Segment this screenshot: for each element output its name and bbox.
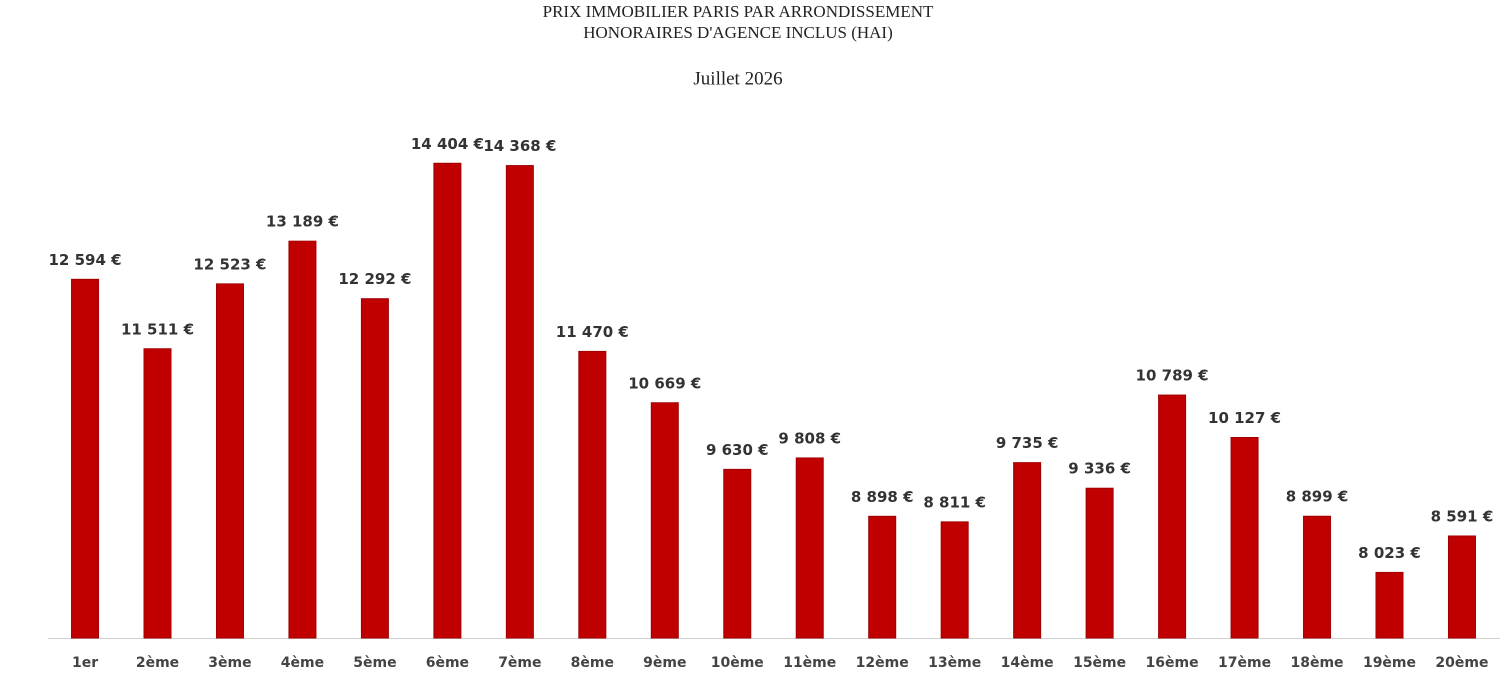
x-tick-label: 17ème (1218, 655, 1271, 671)
x-tick-label: 9ème (643, 655, 686, 671)
bar (1013, 462, 1042, 639)
x-tick-label: 20ème (1435, 655, 1488, 671)
x-tick-label: 13ème (928, 655, 981, 671)
bar (650, 402, 679, 639)
bar (795, 457, 824, 639)
x-tick-label: 4ème (281, 655, 324, 671)
x-tick-label: 16ème (1146, 655, 1199, 671)
x-tick-label: 11ème (783, 655, 836, 671)
x-tick-label: 14ème (1001, 655, 1054, 671)
value-label: 8 899 € (1286, 488, 1349, 506)
x-tick-label: 8ème (571, 655, 614, 671)
bar (1085, 487, 1114, 639)
bar (505, 165, 534, 639)
value-label: 11 511 € (121, 320, 194, 338)
value-label: 9 808 € (778, 429, 841, 447)
x-tick-label: 15ème (1073, 655, 1126, 671)
bar (940, 521, 969, 639)
bar (1303, 515, 1332, 639)
bar (1447, 535, 1476, 639)
bar (1230, 437, 1259, 639)
x-tick-label: 5ème (353, 655, 396, 671)
value-label: 8 591 € (1431, 507, 1494, 525)
value-label: 13 189 € (266, 213, 339, 231)
value-label: 11 470 € (556, 323, 629, 341)
value-label: 8 811 € (923, 493, 986, 511)
value-label: 14 368 € (483, 137, 556, 155)
value-label: 12 594 € (48, 251, 121, 269)
bar (433, 162, 462, 639)
x-tick-label: 7ème (498, 655, 541, 671)
x-tick-label: 10ème (711, 655, 764, 671)
bar (288, 240, 317, 639)
value-label: 10 789 € (1136, 367, 1209, 385)
bar (215, 283, 244, 639)
value-label: 8 898 € (851, 488, 914, 506)
chart-subtitle: Juillet 2026 (693, 68, 782, 89)
bar (360, 298, 389, 639)
x-tick-label: 18ème (1290, 655, 1343, 671)
x-tick-label: 3ème (208, 655, 251, 671)
x-tick-label: 6ème (426, 655, 469, 671)
chart-title: HONORAIRES D'AGENCE INCLUS (HAI) (583, 23, 893, 42)
chart-title: PRIX IMMOBILIER PARIS PAR ARRONDISSEMENT (543, 2, 934, 21)
bar (868, 515, 897, 639)
value-label: 9 735 € (996, 434, 1059, 452)
value-label: 14 404 € (411, 135, 484, 153)
x-tick-label: 1er (72, 655, 98, 671)
value-label: 10 127 € (1208, 409, 1281, 427)
bar (71, 278, 100, 639)
value-label: 9 336 € (1068, 460, 1131, 478)
value-label: 12 523 € (193, 255, 266, 273)
x-tick-label: 2ème (136, 655, 179, 671)
value-label: 8 023 € (1358, 544, 1421, 562)
value-label: 12 292 € (338, 270, 411, 288)
bar (1375, 571, 1404, 639)
value-label: 10 669 € (628, 374, 701, 392)
bar (1158, 394, 1187, 639)
bar (723, 468, 752, 639)
x-tick-label: 12ème (856, 655, 909, 671)
bar (143, 348, 172, 639)
value-label: 9 630 € (706, 441, 769, 459)
x-tick-label: 19ème (1363, 655, 1416, 671)
bar (578, 350, 607, 639)
